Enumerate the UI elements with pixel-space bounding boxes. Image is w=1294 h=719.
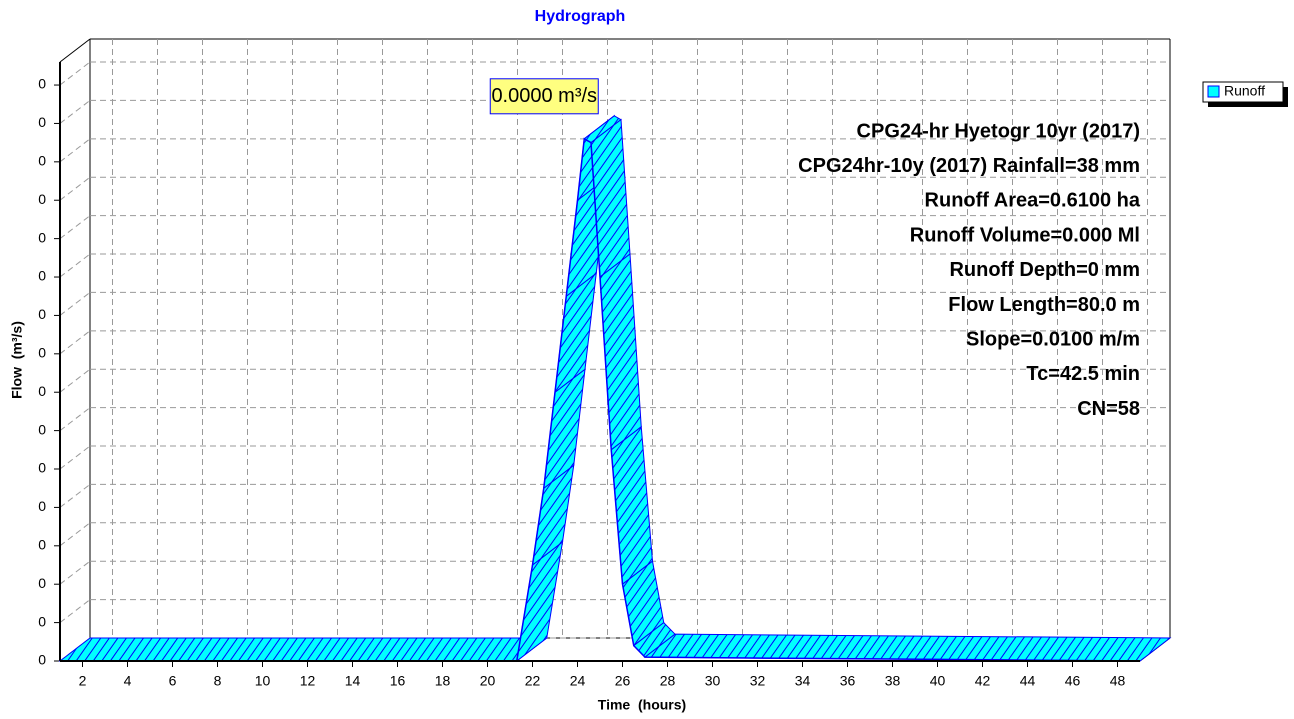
area-depth [599,253,642,451]
grid-line [59,215,91,240]
annotation: Runoff Volume=0.000 Ml [910,224,1140,246]
y-tick-label: 0 [38,498,46,514]
annotation: CPG24-hr Hyetogr 10yr (2017) [857,120,1140,142]
x-tick-label: 14 [345,673,361,689]
y-tick-label: 0 [38,229,46,245]
x-tick-label: 44 [1020,673,1036,689]
x-tick-label: 6 [169,673,177,689]
y-tick-label: 0 [38,345,46,361]
grid-line [59,138,91,163]
annotation: Runoff Area=0.6100 ha [925,190,1141,212]
x-tick-label: 8 [214,673,222,689]
x-tick-label: 42 [975,673,991,689]
y-tick-label: 0 [38,114,46,130]
area-depth [554,272,597,394]
peak-label: 0.0000 m³/s [491,85,597,107]
area-depth [543,368,586,490]
y-tick-label: 0 [38,191,46,207]
x-tick-label: 20 [480,673,496,689]
area-line [60,137,1141,662]
x-tick-label: 36 [840,673,856,689]
grid-line [59,407,91,432]
annotation: Tc=42.5 min [1026,363,1140,385]
y-tick-label: 0 [38,613,46,629]
x-tick-label: 40 [930,673,946,689]
area-depth [610,425,654,586]
y-tick-label: 0 [38,383,46,399]
annotation: Runoff Depth=0 mm [949,259,1140,281]
grid-line [59,368,91,393]
y-axis-label: Flow (m³/s) [9,321,25,399]
legend-box [1202,81,1284,103]
x-tick-label: 16 [390,673,406,689]
grid-line [59,292,91,316]
grid-line [59,330,91,355]
annotation: CPG24hr-10y (2017) Rainfall=38 mm [798,155,1140,177]
area-depth [643,633,1172,662]
legend-swatch [1207,85,1220,98]
y-tick-label: 0 [38,421,46,437]
x-tick-label: 30 [705,673,721,689]
x-tick-label: 2 [79,673,87,689]
x-tick-label: 18 [435,673,451,689]
y-tick-label: 0 [38,76,46,92]
annotation: Flow Length=80.0 m [948,294,1140,316]
grid-line [59,522,91,547]
y-tick-label: 0 [38,268,46,284]
grid-line [59,484,91,508]
x-tick-label: 38 [885,673,901,689]
grid-line [59,445,91,470]
grid-line [59,599,91,623]
legend-label: Runoff [1224,83,1265,99]
x-tick-label: 22 [525,673,541,689]
area-depth [58,637,549,662]
x-tick-label: 4 [124,673,132,689]
y-tick-label: 0 [38,575,46,591]
grid-line [59,253,91,278]
y-tick-label: 0 [38,460,46,476]
x-tick-label: 28 [660,673,676,689]
annotation: Slope=0.0100 m/m [966,328,1140,350]
grid-line [59,176,91,201]
x-tick-label: 34 [795,673,811,689]
chart-title: Hydrograph [535,8,626,25]
grid-line [59,100,91,124]
grid-line [59,560,91,585]
x-tick-label: 26 [615,673,631,689]
y-tick-label: 0 [38,652,46,668]
y-tick-label: 0 [38,537,46,553]
y-tick-label: 0 [38,306,46,322]
x-tick-label: 48 [1110,673,1126,689]
y-tick-label: 0 [38,153,46,169]
x-tick-label: 10 [255,673,271,689]
x-tick-label: 32 [750,673,766,689]
annotation: CN=58 [1077,398,1140,420]
grid-line [59,61,91,86]
x-tick-label: 12 [300,673,316,689]
x-axis-label: Time (hours) [598,697,686,713]
x-tick-label: 46 [1065,673,1081,689]
frame-edge [59,38,91,63]
peak-label-box [489,78,599,115]
x-tick-label: 24 [570,673,586,689]
